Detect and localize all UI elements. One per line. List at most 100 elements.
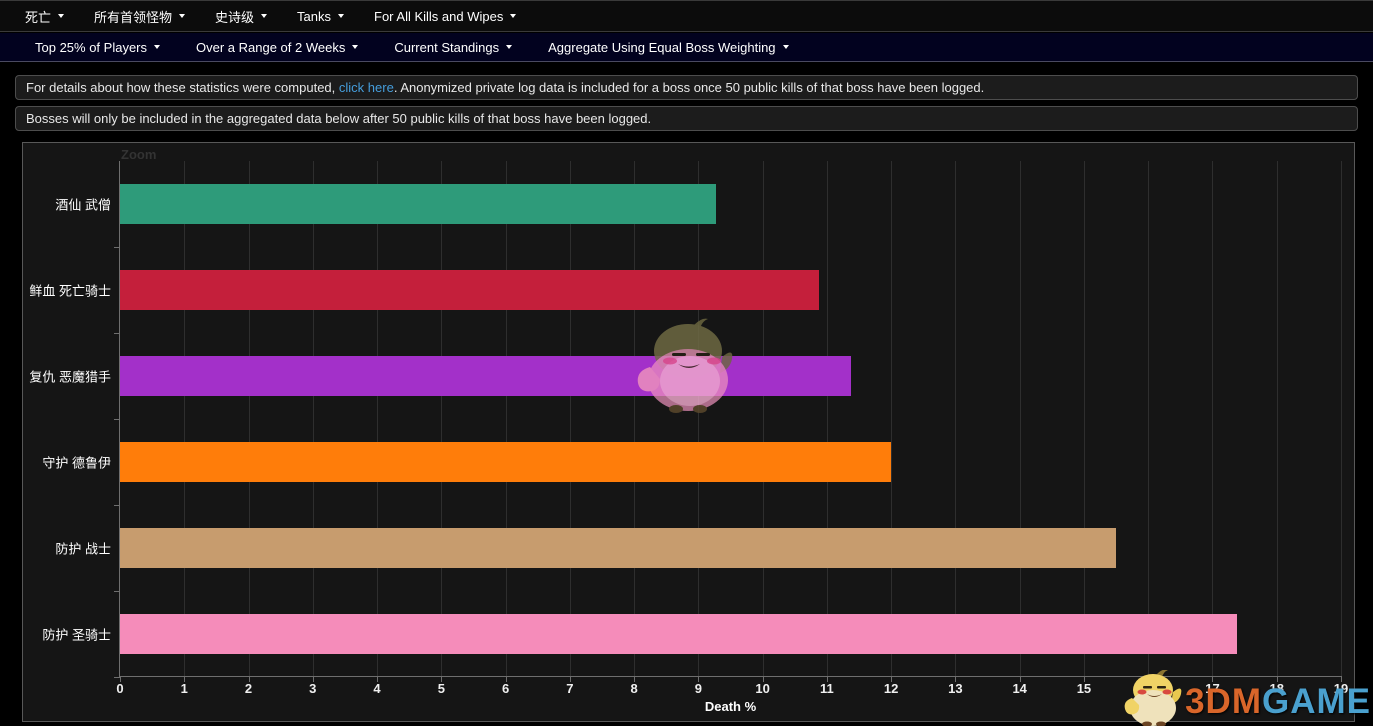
gridline bbox=[441, 161, 443, 676]
filter-menu-item-3[interactable]: Aggregate Using Equal Boss Weighting bbox=[548, 39, 789, 55]
caret-down-icon bbox=[506, 45, 513, 49]
gridline bbox=[377, 161, 379, 676]
y-tick bbox=[114, 419, 120, 420]
gridline bbox=[826, 161, 828, 676]
menu-item-label: 所有首领怪物 bbox=[94, 9, 173, 25]
plot-area: 0 1 2 3 4 5 6 7 8 9 10 11 12 13 14 15 16 17 18 19 酒仙 武僧 鲜血 死亡… bbox=[29, 161, 1348, 714]
x-tick-label: 12 bbox=[883, 681, 899, 696]
gridline bbox=[1276, 161, 1278, 676]
menu-item-label: 死亡 bbox=[25, 9, 52, 25]
notice-text-prefix: For details about how these statistics w… bbox=[26, 80, 339, 95]
menu-item-label: 史诗级 bbox=[215, 9, 255, 25]
chart-bar[interactable] bbox=[120, 442, 892, 482]
category-label: 复仇 恶魔猎手 bbox=[29, 369, 111, 385]
caret-down-icon bbox=[338, 14, 345, 18]
chart-bar[interactable] bbox=[120, 356, 852, 396]
x-tick bbox=[1341, 676, 1342, 682]
chart-band: 防护 战士 bbox=[55, 505, 1341, 592]
filter-menu-bar: Top 25% of Players Over a Range of 2 Week… bbox=[0, 33, 1373, 62]
x-tick bbox=[1276, 676, 1278, 682]
gridline bbox=[1019, 161, 1021, 676]
x-tick-label: 14 bbox=[1012, 681, 1027, 696]
death-percent-chart: Zoom 0 1 2 3 4 5 6 7 8 9 10 11 12 13 14 15 16 17 18 19 酒仙 武僧… bbox=[22, 142, 1355, 722]
menu-item-label: Top 25% of Players bbox=[35, 39, 148, 55]
caret-down-icon bbox=[782, 45, 789, 49]
y-tick bbox=[114, 247, 120, 248]
chart-band: 鲜血 死亡骑士 bbox=[29, 247, 1341, 334]
caret-down-icon bbox=[510, 14, 517, 18]
x-tick-label: 2 bbox=[244, 681, 253, 696]
top-menu-item-2[interactable]: 史诗级 bbox=[215, 7, 268, 26]
x-tick bbox=[120, 676, 121, 682]
x-tick bbox=[826, 676, 828, 682]
x-tick bbox=[1083, 676, 1085, 682]
top-menu-item-0[interactable]: 死亡 bbox=[25, 7, 65, 26]
y-tick bbox=[114, 505, 120, 506]
gridline bbox=[248, 161, 250, 676]
y-tick bbox=[114, 591, 120, 592]
chart-bar[interactable] bbox=[120, 614, 1237, 654]
chart-bar[interactable] bbox=[120, 184, 716, 224]
top-menu-item-4[interactable]: For All Kills and Wipes bbox=[374, 8, 517, 24]
chart-bar[interactable] bbox=[120, 270, 819, 310]
gridline bbox=[698, 161, 700, 676]
x-tick-label: 8 bbox=[630, 681, 638, 696]
top-menu-item-3[interactable]: Tanks bbox=[297, 8, 345, 24]
bosses-info-notice: Bosses will only be included in the aggr… bbox=[15, 106, 1358, 131]
gridline bbox=[762, 161, 764, 676]
caret-down-icon bbox=[261, 14, 268, 18]
chart-band: 防护 圣骑士 bbox=[42, 591, 1341, 678]
x-tick-label: 17 bbox=[1205, 681, 1220, 696]
filter-menu-item-2[interactable]: Current Standings bbox=[394, 39, 513, 55]
x-tick bbox=[312, 676, 314, 682]
top-menu-item-1[interactable]: 所有首领怪物 bbox=[94, 7, 186, 26]
chart-zoom-label[interactable]: Zoom bbox=[121, 147, 157, 162]
top-menu-bar: 死亡 所有首领怪物 史诗级 Tanks For All Kills and Wipes bbox=[0, 0, 1373, 32]
caret-down-icon bbox=[154, 45, 161, 49]
x-tick-label: 15 bbox=[1076, 681, 1092, 696]
click-here-link[interactable]: click here bbox=[338, 80, 394, 95]
caret-down-icon bbox=[179, 14, 186, 18]
menu-item-label: Aggregate Using Equal Boss Weighting bbox=[548, 39, 776, 55]
x-tick-label: 19 bbox=[1333, 681, 1349, 696]
x-tick bbox=[569, 676, 571, 682]
x-tick-label: 10 bbox=[755, 681, 770, 696]
x-tick bbox=[634, 676, 636, 682]
x-tick-label: 13 bbox=[948, 681, 963, 696]
gridline bbox=[634, 161, 636, 676]
x-tick-label: 18 bbox=[1269, 681, 1284, 696]
category-label: 守护 德鲁伊 bbox=[42, 455, 111, 471]
gridline bbox=[1341, 161, 1342, 676]
notice-text-suffix: . Anonymized private log data is include… bbox=[393, 80, 985, 95]
x-tick bbox=[955, 676, 957, 682]
gridline bbox=[1212, 161, 1214, 676]
menu-item-label: Over a Range of 2 Weeks bbox=[196, 39, 346, 55]
filter-menu-item-0[interactable]: Top 25% of Players bbox=[35, 39, 161, 55]
gridline bbox=[1148, 161, 1150, 676]
y-tick bbox=[114, 333, 120, 334]
chart-bar[interactable] bbox=[120, 528, 1117, 568]
gridline bbox=[955, 161, 957, 676]
caret-down-icon bbox=[58, 14, 65, 18]
x-tick-label: 7 bbox=[566, 681, 574, 696]
filter-menu-item-1[interactable]: Over a Range of 2 Weeks bbox=[196, 39, 359, 55]
gridline bbox=[569, 161, 571, 676]
gridline bbox=[1083, 161, 1085, 676]
x-tick-label: 16 bbox=[1140, 681, 1156, 696]
category-label: 防护 圣骑士 bbox=[42, 627, 111, 643]
menu-item-label: Current Standings bbox=[394, 39, 500, 55]
x-tick-label: 11 bbox=[820, 681, 834, 696]
x-axis-title: Death % bbox=[704, 699, 757, 714]
x-tick-label: 1 bbox=[180, 681, 188, 696]
gridline bbox=[891, 161, 893, 676]
caret-down-icon bbox=[352, 45, 359, 49]
gridline bbox=[505, 161, 507, 676]
x-tick bbox=[377, 676, 379, 682]
menu-item-label: Tanks bbox=[297, 8, 332, 24]
stats-info-notice: For details about how these statistics w… bbox=[15, 75, 1358, 100]
x-tick-label: 5 bbox=[437, 681, 445, 696]
menu-item-label: For All Kills and Wipes bbox=[374, 8, 504, 24]
category-label: 鲜血 死亡骑士 bbox=[29, 283, 111, 299]
x-tick bbox=[505, 676, 507, 682]
category-label: 防护 战士 bbox=[55, 541, 111, 557]
